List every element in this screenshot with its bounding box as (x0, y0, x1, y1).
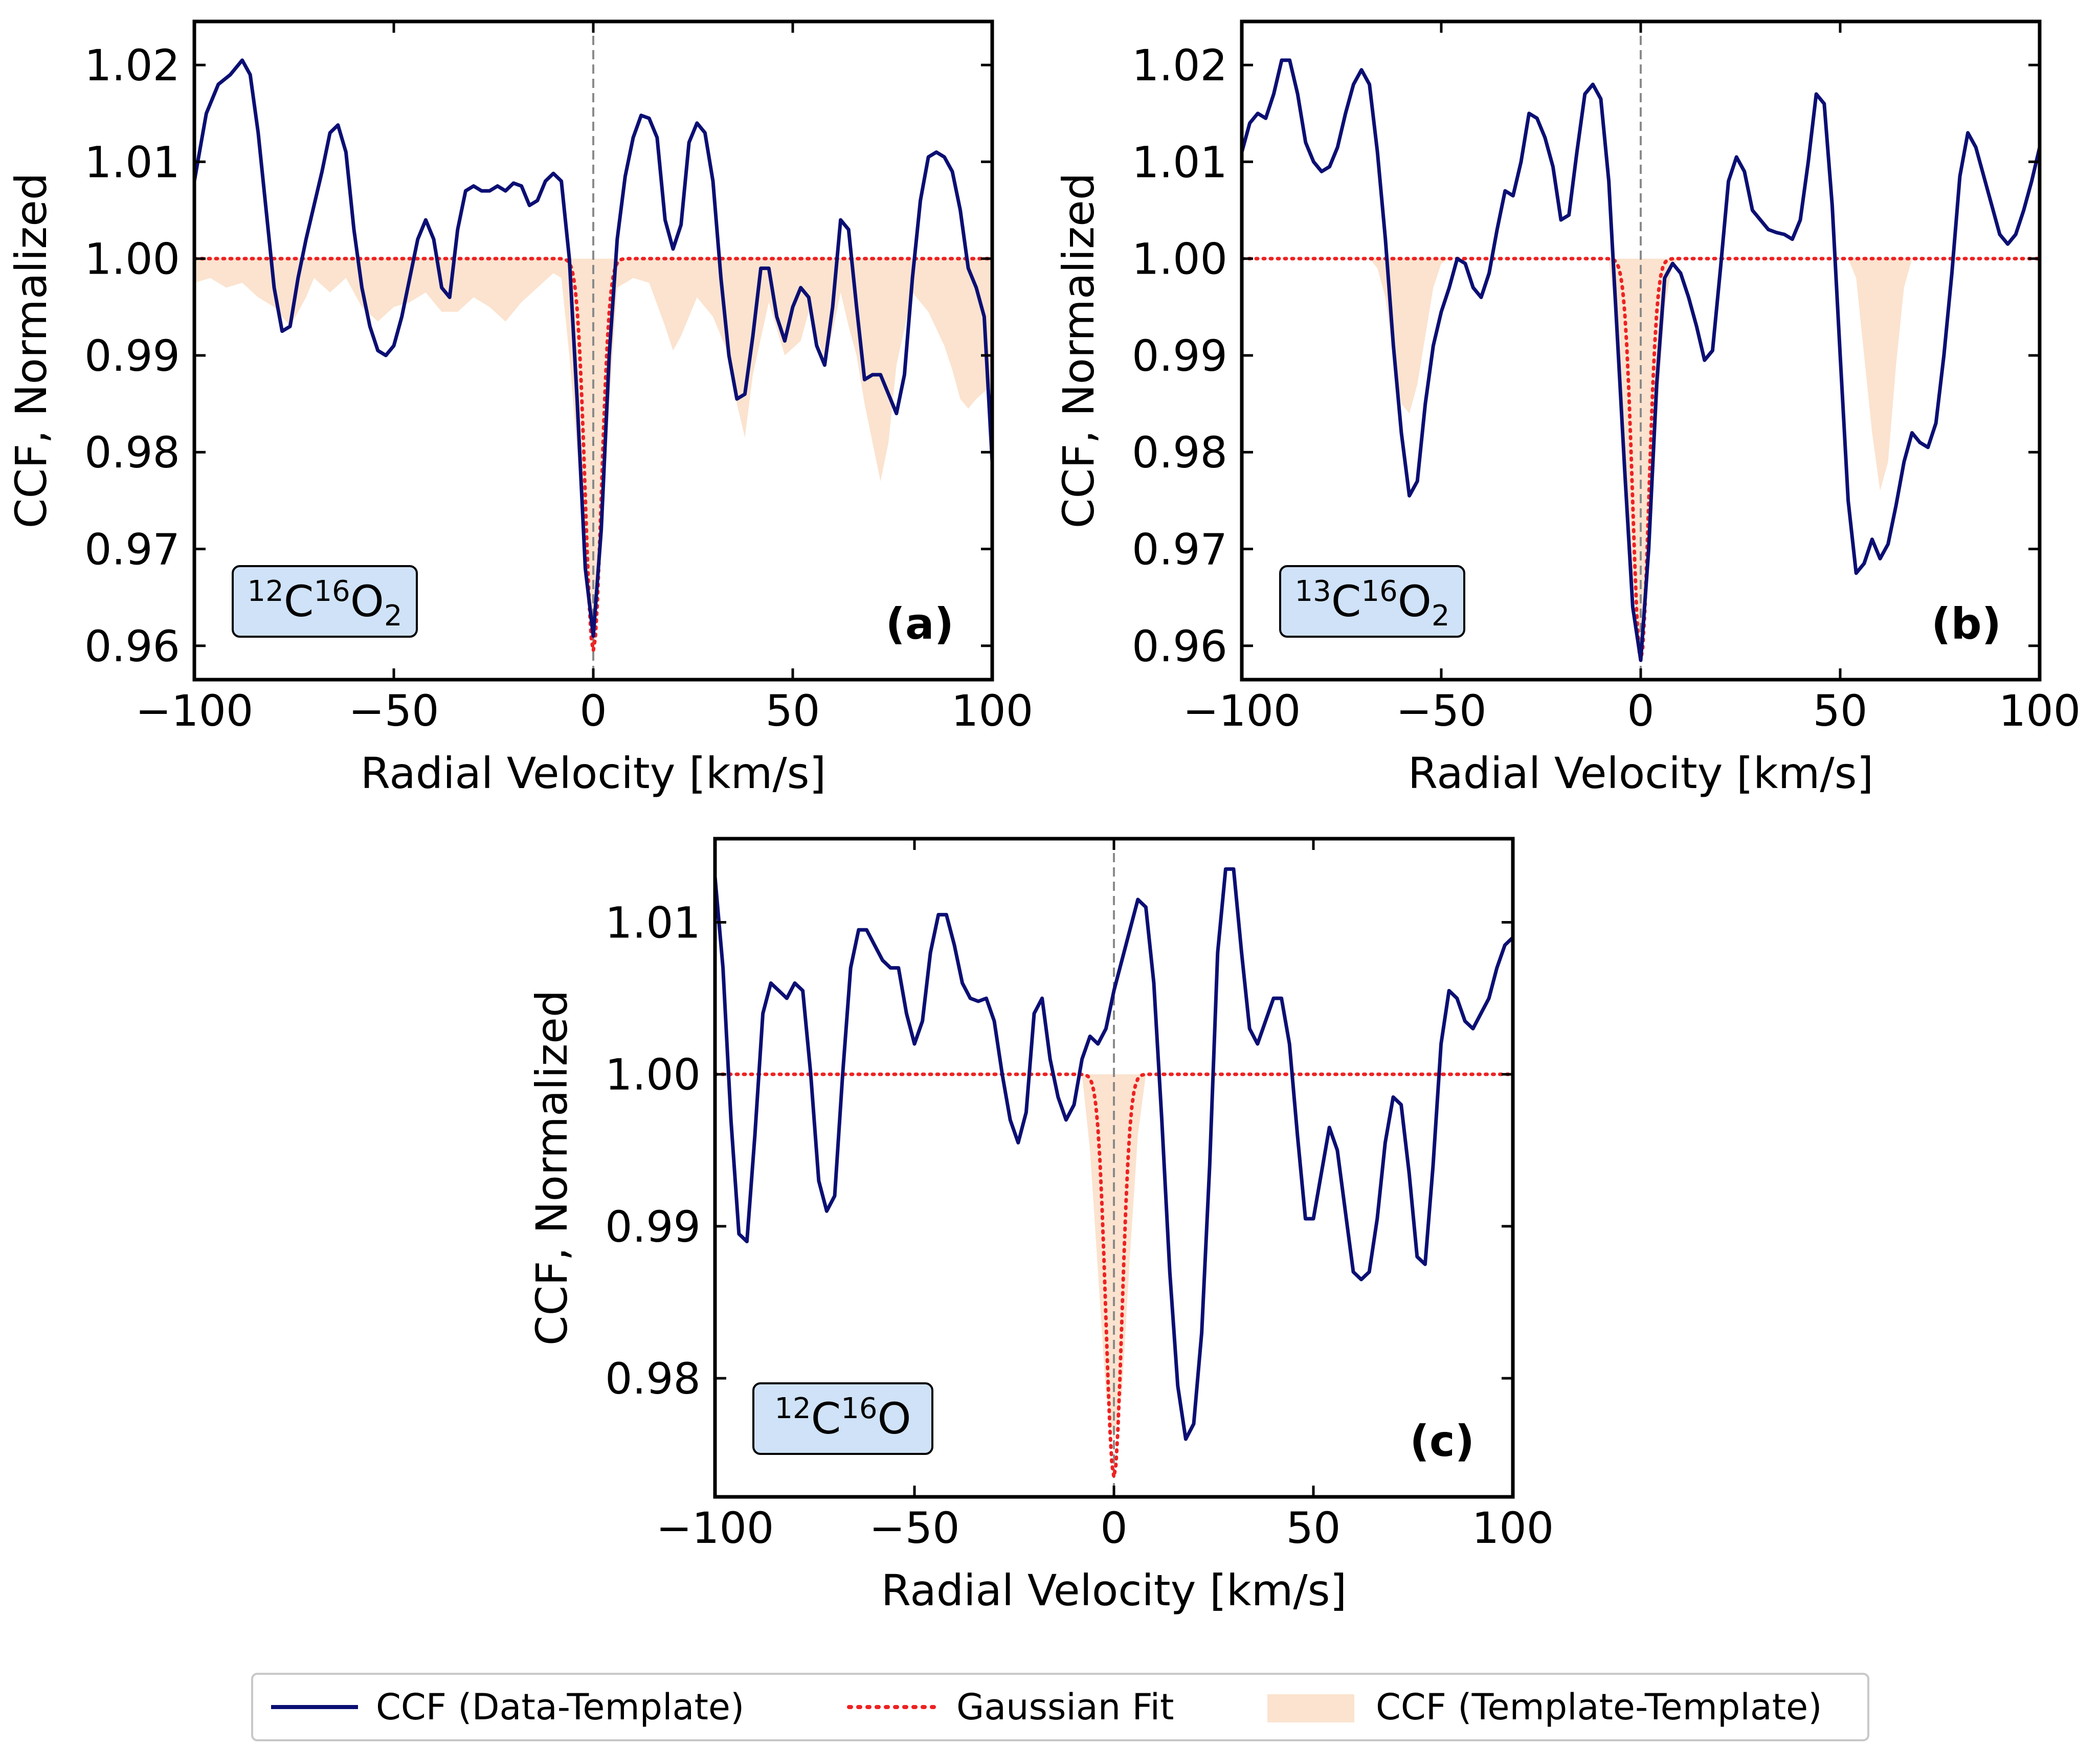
panel-c: −100 −50 0 50 100 0.98 0.99 1.00 1.01 Radial Velo… (527, 837, 1554, 1616)
y-axis-label: CCF, Normalized (6, 173, 56, 528)
x-tick-label: −50 (869, 1503, 959, 1553)
y-axis-label: CCF, Normalized (527, 990, 577, 1345)
template-template-fill (194, 258, 992, 641)
y-tick-label: 0.96 (1132, 621, 1227, 671)
plot-area (715, 839, 1513, 1497)
y-tick-label: 1.02 (1132, 40, 1227, 91)
x-tick-label: 100 (1472, 1503, 1554, 1553)
ccf-data-line (1242, 58, 2040, 662)
panel-tag: (b) (1931, 599, 2001, 649)
x-tick-label: 100 (951, 686, 1033, 736)
panel-tag: (a) (886, 599, 954, 649)
x-tick-label: −50 (348, 686, 439, 736)
gaussian-fit-line (194, 257, 992, 651)
y-tick-label: 1.01 (1132, 137, 1227, 187)
legend-frame (251, 1673, 1869, 1741)
x-tick-label: −100 (656, 1503, 774, 1553)
y-tick-label: 0.96 (84, 621, 180, 671)
ccf-data-line (715, 867, 1513, 1441)
ccf-data-line (194, 58, 992, 638)
y-tick-label: 0.97 (84, 524, 180, 574)
legend-data-label: CCF (Data-Template) (376, 1686, 744, 1728)
x-tick-label: 0 (579, 686, 607, 736)
y-tick-label: 0.99 (605, 1202, 701, 1252)
molecule-label-box (1279, 565, 1465, 638)
molecule-label-box (232, 565, 418, 638)
panel-a: −100 −50 0 50 100 0.96 0.97 0.98 0.99 1.00 1.01 1.0… (6, 19, 1033, 798)
panel-b: −100 −50 0 50 100 0.96 0.97 0.98 0.99 1.00 1.01 1.0… (1054, 19, 2081, 798)
molecule-label: 12C16O2 (248, 575, 403, 633)
panel-tag: (c) (1410, 1416, 1475, 1466)
x-tick-label: −50 (1396, 686, 1486, 736)
y-tick-label: 1.02 (84, 40, 180, 91)
legend: CCF (Data-Template) Gaussian Fit CCF (Te… (251, 1673, 1869, 1741)
plot-area (1242, 21, 2040, 680)
y-tick-label: 1.00 (84, 234, 180, 284)
y-tick-label: 0.99 (1132, 331, 1227, 381)
x-tick-label: −100 (136, 686, 254, 736)
x-tick-label: 0 (1627, 686, 1654, 736)
molecule-label: 13C16O2 (1295, 575, 1450, 633)
legend-template-swatch (1267, 1694, 1354, 1722)
y-tick-label: 0.98 (605, 1354, 701, 1404)
y-tick-label: 0.97 (1132, 524, 1227, 574)
y-tick-label: 1.00 (1132, 234, 1227, 284)
plot-area (194, 21, 992, 680)
y-tick-label: 1.01 (84, 137, 180, 187)
x-axis-label: Radial Velocity [km/s] (1408, 748, 1873, 798)
x-tick-label: 50 (766, 686, 820, 736)
y-tick-label: 1.01 (605, 898, 701, 948)
molecule-label-box (752, 1382, 933, 1455)
y-tick-label: 0.98 (1132, 428, 1227, 478)
x-tick-label: 50 (1813, 686, 1868, 736)
y-tick-label: 0.99 (84, 331, 180, 381)
x-axis-label: Radial Velocity [km/s] (881, 1565, 1347, 1616)
legend-template-label: CCF (Template-Template) (1376, 1686, 1822, 1728)
molecule-label: 12C16O (774, 1392, 911, 1444)
x-axis-label: Radial Velocity [km/s] (361, 748, 826, 798)
x-tick-label: 0 (1100, 1503, 1127, 1553)
x-tick-label: −100 (1183, 686, 1301, 736)
gaussian-fit-line (715, 1072, 1513, 1477)
y-axis-label: CCF, Normalized (1054, 173, 1104, 528)
legend-fit-label: Gaussian Fit (956, 1686, 1174, 1728)
y-tick-label: 0.98 (84, 428, 180, 478)
y-tick-label: 1.00 (605, 1050, 701, 1100)
x-tick-label: 50 (1286, 1503, 1341, 1553)
x-tick-label: 100 (1999, 686, 2081, 736)
